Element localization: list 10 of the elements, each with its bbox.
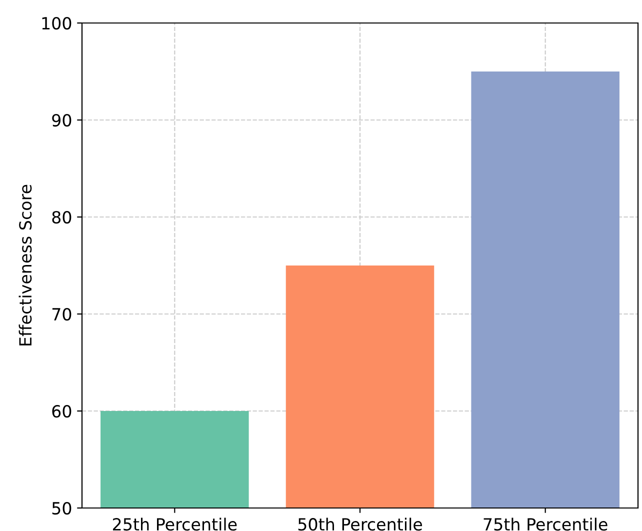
y-tick-label: 60 [52, 404, 72, 418]
x-tick-label: 25th Percentile [112, 518, 237, 531]
y-tick-label: 80 [52, 210, 72, 224]
y-tick-label: 90 [52, 114, 72, 127]
y-tick-label: 70 [52, 308, 72, 321]
x-tick-label: 75th Percentile [484, 518, 608, 531]
y-axis-title: Effectiveness Score [18, 184, 32, 346]
y-tick-label: 50 [52, 502, 72, 515]
y-tick-label: 100 [42, 16, 72, 30]
x-tick-label: 50th Percentile [298, 518, 422, 531]
